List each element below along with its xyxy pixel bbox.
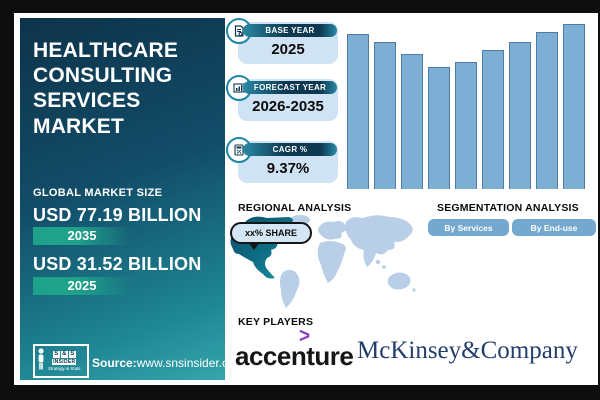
share-callout: xx% SHARE bbox=[230, 222, 312, 250]
sns-insider-logo: S & S INSIDER Strategy & Stats bbox=[33, 344, 89, 378]
stat-card-base-year: BASE YEAR 2025 bbox=[226, 18, 338, 64]
logo-tagline: Strategy & Stats bbox=[48, 366, 81, 371]
stat-card-cagr: CAGR % 9.37% bbox=[226, 137, 338, 183]
south-america-shape bbox=[279, 269, 300, 308]
bar bbox=[374, 42, 396, 189]
bar-chart bbox=[347, 24, 587, 189]
logo-letter: & bbox=[60, 351, 68, 358]
bar bbox=[455, 62, 477, 189]
year-badge-2035: 2035 bbox=[33, 227, 131, 245]
mckinsey-logo: McKinsey&Company bbox=[357, 337, 578, 364]
regional-analysis-heading: REGIONAL ANALYSIS bbox=[238, 202, 352, 214]
segmentation-analysis-heading: SEGMENTATION ANALYSIS bbox=[437, 202, 579, 214]
bar bbox=[563, 24, 585, 189]
page-title: HEALTHCARE CONSULTING SERVICES MARKET bbox=[33, 39, 179, 138]
by-end-use-button[interactable]: By End-use bbox=[512, 219, 596, 236]
person-icon bbox=[36, 347, 46, 376]
bar bbox=[509, 42, 531, 189]
market-value-2025: USD 31.52 BILLION bbox=[33, 254, 202, 274]
stat-label: BASE YEAR bbox=[243, 24, 337, 37]
asia-shape bbox=[345, 215, 413, 267]
accenture-logo: accenture bbox=[235, 341, 354, 371]
stat-value: 2025 bbox=[271, 41, 305, 58]
sns-logo-text: S & S INSIDER Strategy & Stats bbox=[48, 351, 81, 371]
africa-shape bbox=[317, 241, 346, 283]
source-label: Source: bbox=[92, 356, 137, 370]
stat-label: FORECAST YEAR bbox=[243, 81, 337, 94]
left-panel: HEALTHCARE CONSULTING SERVICES MARKET GL… bbox=[20, 18, 245, 380]
stat-value: 9.37% bbox=[266, 160, 310, 177]
bar bbox=[428, 67, 450, 189]
bar bbox=[482, 50, 504, 189]
logo-letter: S bbox=[52, 351, 60, 358]
market-value-2035: USD 77.19 BILLION bbox=[33, 205, 202, 225]
accenture-caret-icon: > bbox=[299, 324, 311, 348]
australia-shape bbox=[387, 272, 411, 290]
by-services-button[interactable]: By Services bbox=[428, 219, 509, 236]
bar bbox=[401, 54, 423, 189]
stat-card-forecast-year: FORECAST YEAR 2026-2035 bbox=[226, 75, 338, 121]
year-badge-2025: 2025 bbox=[33, 277, 131, 295]
global-market-size-label: GLOBAL MARKET SIZE bbox=[33, 187, 163, 199]
logo-letter: S bbox=[68, 351, 76, 358]
logo-insider-label: INSIDER bbox=[52, 359, 77, 365]
source-url: www.snsinsider.com bbox=[136, 356, 245, 370]
stat-label: CAGR % bbox=[243, 143, 337, 156]
bar bbox=[536, 32, 558, 189]
europe-shape bbox=[318, 221, 346, 240]
source-line: Source:www.snsinsider.com bbox=[92, 356, 245, 370]
key-players-heading: KEY PLAYERS bbox=[238, 316, 314, 328]
bar-chart-icon bbox=[226, 75, 252, 101]
stat-value: 2026-2035 bbox=[252, 98, 324, 115]
bar bbox=[347, 34, 369, 189]
